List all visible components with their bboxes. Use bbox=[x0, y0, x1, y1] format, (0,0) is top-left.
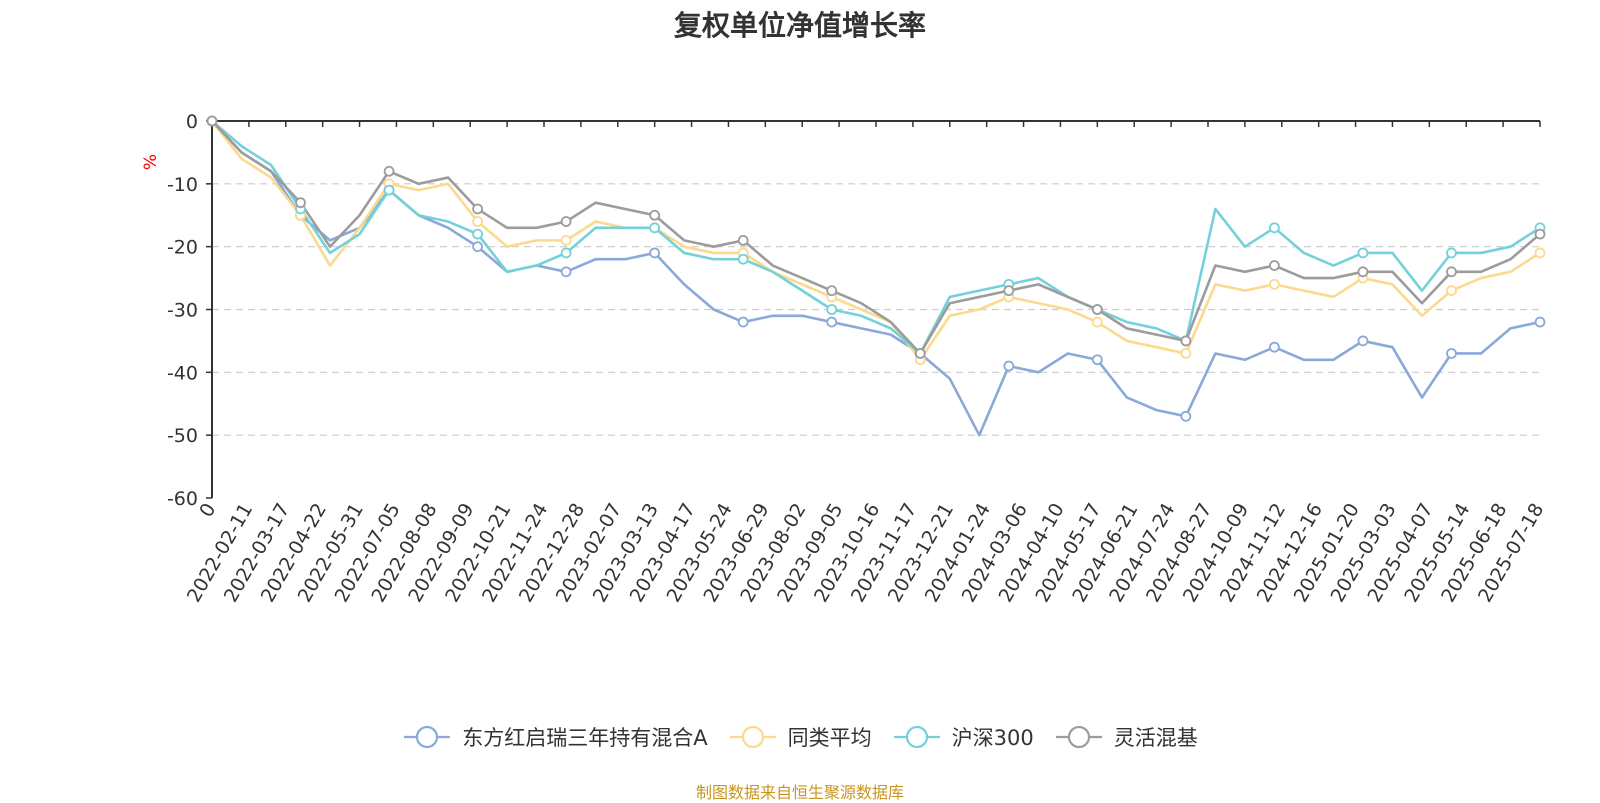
data-point bbox=[1357, 335, 1369, 347]
x-tick-label: 0 bbox=[195, 500, 220, 521]
data-point bbox=[1091, 316, 1103, 328]
data-point bbox=[1534, 316, 1546, 328]
series-line bbox=[211, 120, 1541, 355]
legend-item[interactable]: 东方红启瑞三年持有混合A bbox=[402, 722, 708, 752]
data-point bbox=[295, 197, 306, 209]
data-point bbox=[826, 316, 838, 328]
legend-label: 同类平均 bbox=[787, 726, 872, 750]
data-point bbox=[1003, 285, 1015, 297]
legend-symbol-icon bbox=[404, 725, 451, 749]
legend-symbol-icon bbox=[1055, 725, 1102, 749]
data-point bbox=[826, 285, 838, 297]
data-point bbox=[826, 304, 838, 315]
data-point bbox=[560, 234, 572, 246]
legend-label: 东方红启瑞三年持有混合A bbox=[462, 726, 708, 750]
data-point bbox=[1091, 354, 1103, 366]
y-tick-label: 0 bbox=[186, 111, 198, 133]
y-tick-label: -50 bbox=[167, 425, 198, 447]
data-point bbox=[560, 247, 572, 259]
legend-item[interactable]: 灵活混基 bbox=[1054, 722, 1198, 752]
series-line bbox=[211, 120, 1541, 355]
chart-title: 复权单位净值增长率 bbox=[673, 9, 926, 42]
tick-labels: 0-10-20-30-40-50-6002022-02-112022-03-17… bbox=[167, 111, 1548, 606]
data-point bbox=[1269, 222, 1280, 234]
data-point bbox=[1446, 285, 1457, 297]
legend-label: 灵活混基 bbox=[1113, 726, 1198, 750]
y-tick-label: -10 bbox=[167, 174, 198, 196]
legend-symbol-icon bbox=[893, 725, 940, 749]
source-note: 制图数据来自恒生聚源数据库 bbox=[695, 783, 904, 802]
data-point bbox=[649, 222, 661, 234]
data-point bbox=[383, 165, 395, 177]
data-point bbox=[737, 253, 749, 265]
data-point bbox=[383, 184, 395, 196]
axes bbox=[206, 120, 1541, 499]
data-point bbox=[1180, 348, 1192, 359]
data-point bbox=[560, 216, 572, 227]
data-point bbox=[1269, 278, 1280, 290]
data-point bbox=[1357, 266, 1369, 278]
data-point bbox=[472, 241, 484, 253]
y-axis-unit: % bbox=[141, 154, 161, 170]
series-line bbox=[210, 120, 1541, 362]
y-tick-label: -30 bbox=[167, 300, 198, 322]
data-point bbox=[1003, 360, 1015, 372]
y-tick-label: -20 bbox=[167, 237, 198, 259]
data-point bbox=[914, 348, 926, 359]
legend-item[interactable]: 同类平均 bbox=[728, 722, 872, 752]
data-point bbox=[1446, 348, 1457, 359]
legend-symbol-icon bbox=[729, 725, 776, 749]
data-point bbox=[1269, 341, 1280, 353]
data-point bbox=[1180, 410, 1192, 422]
data-point bbox=[1446, 266, 1457, 278]
data-point bbox=[1091, 304, 1103, 315]
data-point bbox=[649, 209, 661, 221]
data-point bbox=[737, 316, 749, 328]
data-point bbox=[472, 228, 484, 240]
series-markers bbox=[206, 115, 1546, 422]
y-tick-label: -40 bbox=[167, 362, 198, 384]
legend-item[interactable]: 沪深300 bbox=[892, 722, 1034, 752]
data-point bbox=[1534, 228, 1546, 240]
data-point bbox=[1269, 260, 1280, 271]
grid-lines bbox=[212, 183, 1540, 436]
legend-label: 沪深300 bbox=[951, 726, 1034, 750]
data-point bbox=[737, 234, 749, 246]
data-point bbox=[1534, 247, 1546, 259]
data-point bbox=[1357, 247, 1369, 259]
series-line bbox=[211, 120, 1541, 437]
series-lines bbox=[210, 120, 1541, 437]
y-tick-label: -60 bbox=[167, 488, 198, 510]
data-point bbox=[560, 266, 572, 278]
data-point bbox=[206, 115, 218, 127]
data-point bbox=[472, 216, 484, 227]
data-point bbox=[1446, 247, 1457, 259]
legend[interactable]: 东方红启瑞三年持有混合A 同类平均 沪深300 灵活混基 bbox=[0, 722, 1600, 752]
data-point bbox=[1180, 335, 1192, 347]
data-point bbox=[472, 203, 484, 215]
data-point bbox=[649, 247, 661, 259]
